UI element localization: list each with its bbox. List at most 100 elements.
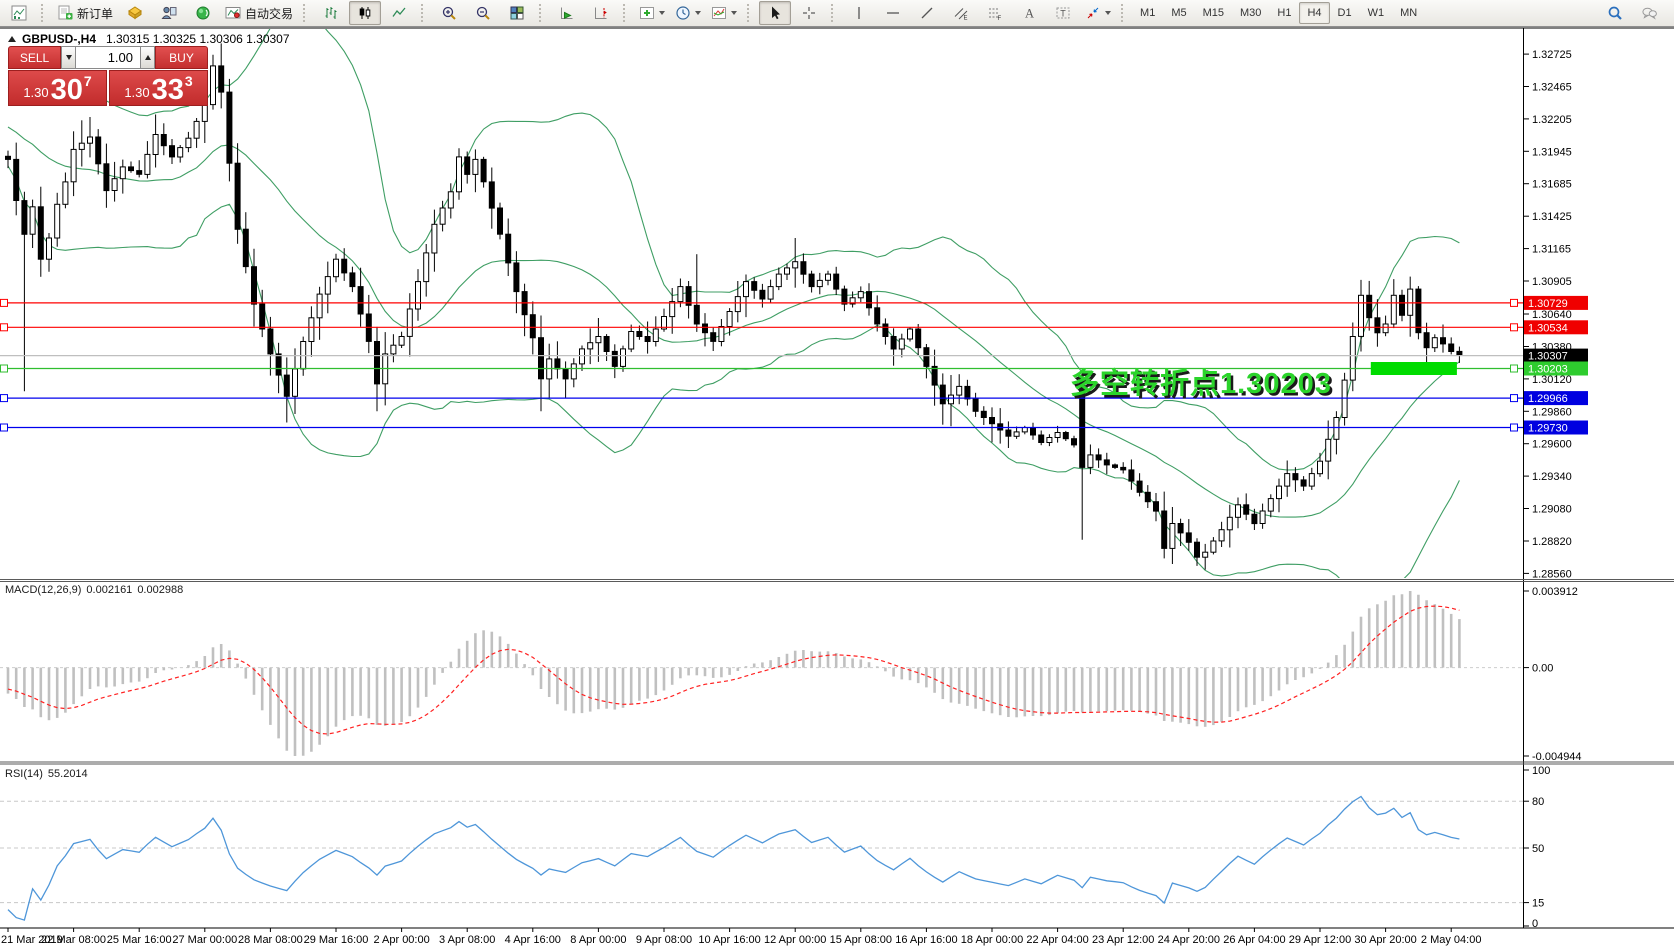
candle-body [1300, 479, 1307, 487]
timeframe-mn[interactable]: MN [1400, 7, 1418, 19]
volume-decrease-button[interactable] [61, 46, 76, 69]
line-anchor-handle[interactable] [0, 364, 8, 373]
volume-increase-button[interactable] [140, 46, 155, 69]
market-watch-button[interactable] [119, 1, 151, 25]
line-anchor-handle[interactable] [1510, 364, 1518, 373]
collapse-triangle-icon[interactable] [8, 36, 16, 42]
candle-body [1374, 317, 1381, 334]
line-anchor-handle[interactable] [1510, 423, 1518, 432]
buy-button[interactable]: BUY [155, 46, 208, 69]
label-icon: T [1056, 7, 1070, 19]
candle-body [1243, 504, 1250, 515]
candle-body [882, 323, 889, 337]
text-icon: A [1025, 7, 1034, 21]
tile-windows-button[interactable] [501, 1, 533, 25]
channel-button[interactable]: E [945, 1, 977, 25]
timeframe-h1[interactable]: H1 [1277, 7, 1292, 19]
candle-body [866, 291, 872, 309]
time-axis-label: 23 Apr 12:00 [1092, 934, 1154, 946]
sell-price-display[interactable]: 1.30 30 7 [8, 70, 107, 106]
timeframe-m15[interactable]: M15 [1202, 7, 1224, 19]
trendline-button[interactable] [911, 1, 943, 25]
candle-body [357, 286, 364, 315]
arrows-button[interactable] [1081, 1, 1115, 25]
symbol-label: GBPUSD-,H4 [22, 32, 97, 46]
zoom-out-button[interactable] [467, 1, 499, 25]
line-anchor-handle[interactable] [1510, 323, 1518, 332]
price-axis-tick-label: 1.30905 [1532, 276, 1572, 288]
line-anchor-handle[interactable] [0, 423, 8, 432]
main-chart-plot[interactable] [0, 29, 1523, 578]
timeframe-w1[interactable]: W1 [1367, 7, 1385, 19]
candle-body [1276, 485, 1282, 500]
candle-body [1333, 417, 1340, 440]
timeframe-h4[interactable]: H4 [1299, 2, 1330, 24]
time-axis[interactable] [0, 928, 1523, 949]
sell-button[interactable]: SELL [8, 46, 61, 69]
candle-body [1046, 437, 1053, 443]
line-chart-button[interactable] [383, 1, 415, 25]
macd-pane[interactable] [0, 583, 1523, 760]
candle-body [160, 134, 167, 147]
new-order-icon [58, 5, 73, 20]
candle-body [669, 301, 676, 318]
dropdown-arrow-icon [659, 11, 666, 15]
price-tag [1524, 348, 1588, 363]
candle-body [718, 326, 725, 342]
candle-body [242, 228, 249, 268]
new-order-button[interactable]: 新订单 [53, 1, 117, 25]
time-axis-label: 2 May 04:00 [1421, 934, 1482, 946]
timeframe-d1[interactable]: D1 [1337, 7, 1352, 19]
line-anchor-handle[interactable] [1510, 298, 1518, 307]
search-button[interactable] [1599, 1, 1631, 25]
cursor-button[interactable] [759, 1, 792, 25]
periods-button[interactable] [671, 1, 705, 25]
fibonacci-icon: F [989, 8, 1002, 21]
volume-input[interactable] [76, 46, 140, 69]
rsi-pane[interactable] [0, 766, 1523, 927]
crosshair-button[interactable] [793, 1, 825, 25]
line-anchor-handle[interactable] [0, 394, 8, 403]
auto-scroll-button[interactable] [551, 1, 583, 25]
chart-shift-button[interactable] [585, 1, 617, 25]
line-anchor-handle[interactable] [1510, 394, 1518, 403]
vertical-line-button[interactable] [843, 1, 875, 25]
buy-price-display[interactable]: 1.30 33 3 [109, 70, 208, 106]
templates-button[interactable] [707, 1, 741, 25]
chart-text-annotation[interactable]: 多空转折点1.30203 [1070, 368, 1332, 400]
tile-windows-icon [510, 6, 524, 20]
candle-body [800, 261, 807, 275]
candlestick-chart-button[interactable] [349, 1, 382, 25]
candle-body [652, 328, 659, 342]
price-axis[interactable] [1524, 28, 1674, 928]
candle-body [251, 266, 257, 305]
text-button[interactable]: A [1013, 1, 1045, 25]
svg-text:F: F [998, 16, 1002, 21]
chat-button[interactable] [1633, 1, 1665, 25]
candle-body [529, 314, 536, 339]
line-anchor-handle[interactable] [0, 298, 8, 307]
toolbar-group-grip [303, 4, 311, 22]
templates-icon [712, 7, 727, 19]
label-button[interactable]: T [1047, 1, 1079, 25]
bar-chart-button[interactable] [315, 1, 347, 25]
time-axis-label: 10 Apr 16:00 [698, 934, 760, 946]
fibonacci-button[interactable]: F [979, 1, 1011, 25]
line-anchor-handle[interactable] [0, 323, 8, 332]
candle-body [456, 156, 462, 193]
candle-body [1144, 491, 1151, 503]
candle-body [13, 158, 20, 201]
navigator-button[interactable] [153, 1, 185, 25]
toolbar-group-grip [539, 4, 547, 22]
timeframe-m5[interactable]: M5 [1171, 7, 1187, 19]
terminal-button[interactable] [187, 1, 219, 25]
horizontal-line-button[interactable] [877, 1, 909, 25]
autotrading-button[interactable]: 自动交易 [221, 1, 297, 25]
chart-shift-icon [595, 7, 607, 19]
timeframe-m30[interactable]: M30 [1240, 7, 1262, 19]
timeframe-m1[interactable]: M1 [1140, 7, 1156, 19]
zoom-in-button[interactable] [433, 1, 465, 25]
highlight-rectangle[interactable] [1370, 362, 1457, 375]
indicators-button[interactable] [635, 1, 669, 25]
